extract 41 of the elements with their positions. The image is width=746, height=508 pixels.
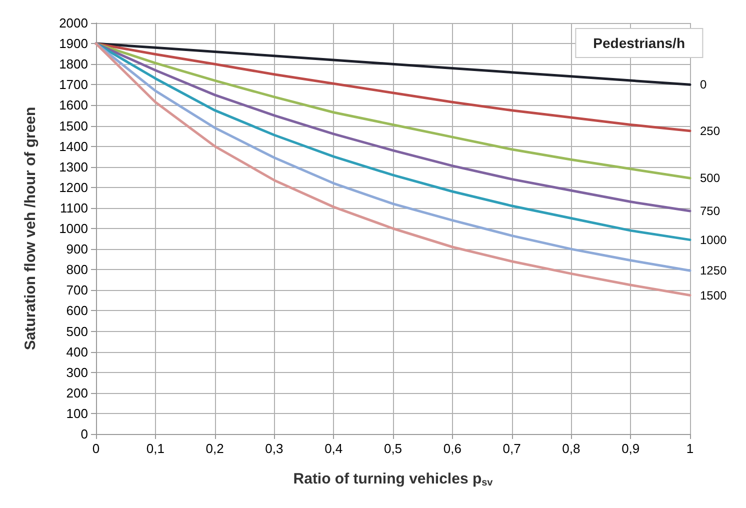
legend-title: Pedestrians/h [593,35,686,51]
x-tick-label: 0,2 [206,441,224,456]
y-tick-label: 800 [66,262,88,278]
x-tick-label: 0,8 [562,441,580,456]
y-axis-title: Saturation flow veh /hour of green [22,106,39,350]
x-tick-label: 0,9 [622,441,640,456]
y-tick-label: 1600 [59,98,88,113]
x-tick-label: 0,6 [443,441,462,456]
series-label: 250 [700,124,720,138]
x-tick-label: 0,3 [265,441,284,456]
y-tick-label: 700 [66,282,88,298]
y-tick-label: 1400 [59,138,88,154]
x-tick-label: 0 [92,441,100,456]
y-tick-label: 400 [66,344,88,360]
y-tick-label: 2000 [59,16,88,30]
y-tick-label: 200 [66,385,88,400]
y-tick-label: 1500 [59,118,88,134]
series-label: 500 [700,171,720,186]
y-tick-label: 300 [66,364,88,380]
series-label: 1000 [700,232,728,247]
x-tick-label: 1 [686,441,694,456]
y-tick-label: 900 [66,242,88,257]
series-label: 1500 [700,288,728,302]
y-tick-label: 1300 [59,159,88,174]
y-tick-label: 1100 [60,200,88,216]
y-tick-label: 1200 [59,180,88,195]
y-tick-label: 500 [66,324,88,339]
x-tick-label: 0,7 [502,441,521,456]
series-label: 750 [700,204,720,218]
series-label: 0 [700,78,707,92]
y-tick-label: 1900 [59,36,88,52]
y-tick-label: 1800 [59,56,88,72]
y-tick-label: 100 [66,406,88,421]
x-tick-label: 0,5 [384,441,402,456]
x-tick-label: 0,1 [146,441,164,456]
y-tick-label: 0 [80,426,88,442]
series-label: 1250 [700,264,728,278]
y-tick-label: 1000 [59,221,88,236]
y-tick-label: 1700 [59,77,88,92]
y-tick-label: 600 [66,303,88,318]
x-tick-label: 0,4 [324,441,343,456]
